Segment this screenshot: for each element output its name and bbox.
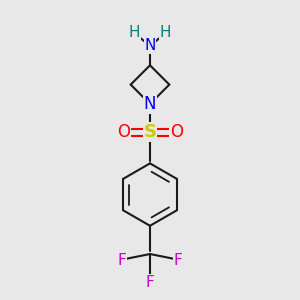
Text: H: H (129, 25, 140, 40)
Text: F: F (117, 253, 126, 268)
Text: O: O (170, 123, 183, 141)
Text: O: O (117, 123, 130, 141)
Text: S: S (143, 123, 157, 141)
Text: H: H (160, 25, 171, 40)
Text: F: F (174, 253, 183, 268)
Text: F: F (146, 275, 154, 290)
Text: N: N (144, 38, 156, 53)
Text: N: N (144, 95, 156, 113)
